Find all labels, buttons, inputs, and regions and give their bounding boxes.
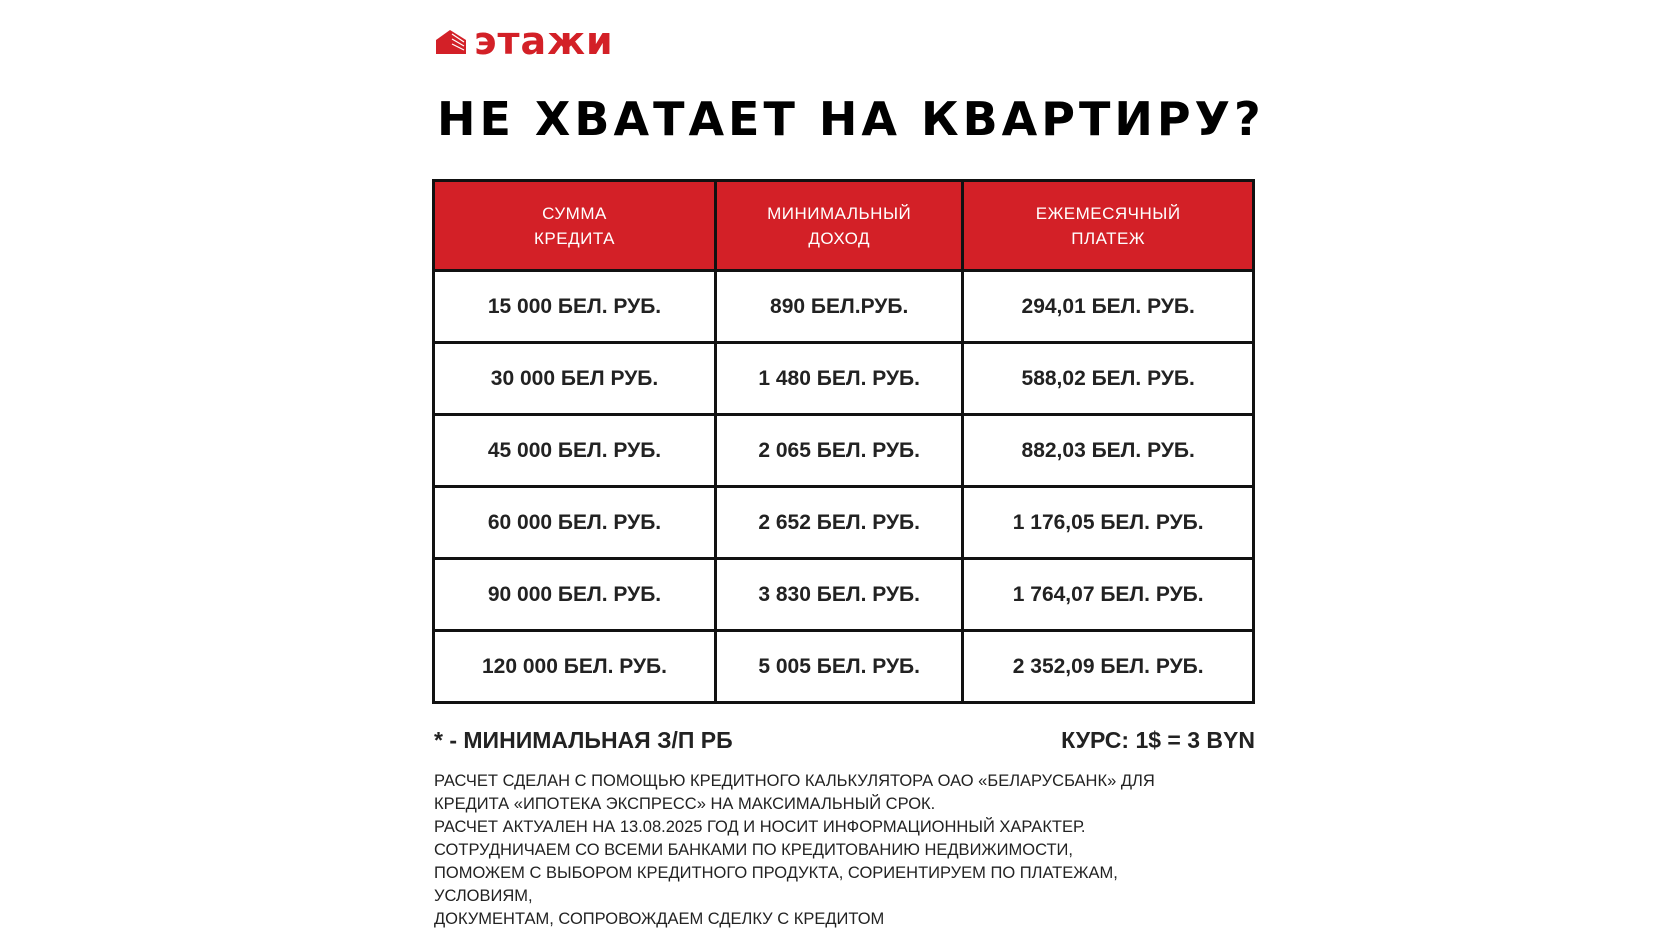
loan-amount-cell: 60 000 БЕЛ. РУБ.: [432, 485, 717, 560]
disclaimer-line: УСЛОВИЯМ,: [434, 887, 533, 905]
disclaimer-line: ДОКУМЕНТАМ, СОПРОВОЖДАЕМ СДЕЛКУ С КРЕДИТ…: [434, 910, 885, 928]
brand-logo: этажи: [436, 22, 614, 60]
table-row: 45 000 БЕЛ. РУБ. 2 065 БЕЛ. РУБ. 882,03 БЕ…: [432, 413, 1255, 488]
exchange-rate: КУРС: 1$ = 3 BYN: [1061, 727, 1255, 753]
table-row: 60 000 БЕЛ. РУБ. 2 652 БЕЛ. РУБ. 1 176,05 …: [432, 485, 1255, 560]
disclaimer-line: ПОМОЖЕМ С ВЫБОРОМ КРЕДИТНОГО ПРОДУКТА, С…: [434, 864, 1118, 882]
loan-amount-cell: 120 000 БЕЛ. РУБ.: [432, 629, 717, 704]
disclaimer-line: РАСЧЕТ АКТУАЛЕН НА 13.08.2025 ГОД И НОСИ…: [434, 818, 1086, 836]
brand-name: этажи: [474, 19, 614, 63]
monthly-payment-cell: 588,02 БЕЛ. РУБ.: [961, 341, 1255, 416]
monthly-payment-cell: 1 176,05 БЕЛ. РУБ.: [961, 485, 1255, 560]
loan-amount-cell: 15 000 БЕЛ. РУБ.: [432, 269, 717, 344]
loan-table: СУММА КРЕДИТА МИНИМАЛЬНЫЙ ДОХОД ЕЖЕМЕСЯЧНЫ…: [432, 179, 1255, 704]
disclaimer: РАСЧЕТ СДЕЛАН С ПОМОЩЬЮ КРЕДИТНОГО КАЛЬК…: [434, 770, 1274, 931]
footnote: * - МИНИМАЛЬНАЯ З/П РБ: [434, 727, 733, 753]
disclaimer-line: СОТРУДНИЧАЕМ СО ВСЕМИ БАНКАМИ ПО КРЕДИТО…: [434, 841, 1073, 859]
loan-amount-cell: 45 000 БЕЛ. РУБ.: [432, 413, 717, 488]
min-income-cell: 1 480 БЕЛ. РУБ.: [713, 341, 965, 416]
monthly-payment-cell: 2 352,09 БЕЛ. РУБ.: [961, 629, 1255, 704]
monthly-payment-cell: 1 764,07 БЕЛ. РУБ.: [961, 557, 1255, 632]
header-min-income: МИНИМАЛЬНЫЙ ДОХОД: [713, 179, 965, 272]
min-income-cell: 3 830 БЕЛ. РУБ.: [713, 557, 965, 632]
disclaimer-line: КРЕДИТА «ИПОТЕКА ЭКСПРЕСС» НА МАКСИМАЛЬН…: [434, 795, 936, 813]
table-row: 120 000 БЕЛ. РУБ. 5 005 БЕЛ. РУБ. 2 352,09…: [432, 629, 1255, 704]
min-income-cell: 890 БЕЛ.РУБ.: [713, 269, 965, 344]
loan-amount-cell: 30 000 БЕЛ РУБ.: [432, 341, 717, 416]
table-row: 30 000 БЕЛ РУБ. 1 480 БЕЛ. РУБ. 588,02 БЕЛ…: [432, 341, 1255, 416]
table-row: 15 000 БЕЛ. РУБ. 890 БЕЛ.РУБ. 294,01 БЕЛ. …: [432, 269, 1255, 344]
disclaimer-line: РАСЧЕТ СДЕЛАН С ПОМОЩЬЮ КРЕДИТНОГО КАЛЬК…: [434, 772, 1155, 790]
header-monthly-payment: ЕЖЕМЕСЯЧНЫЙ ПЛАТЕЖ: [961, 179, 1255, 272]
monthly-payment-cell: 882,03 БЕЛ. РУБ.: [961, 413, 1255, 488]
loan-amount-cell: 90 000 БЕЛ. РУБ.: [432, 557, 717, 632]
header-loan-amount: СУММА КРЕДИТА: [432, 179, 717, 272]
monthly-payment-cell: 294,01 БЕЛ. РУБ.: [961, 269, 1255, 344]
page-title: НЕ ХВАТАЕТ НА КВАРТИРУ?: [437, 92, 1265, 146]
min-income-cell: 2 652 БЕЛ. РУБ.: [713, 485, 965, 560]
min-income-cell: 2 065 БЕЛ. РУБ.: [713, 413, 965, 488]
table-header-row: СУММА КРЕДИТА МИНИМАЛЬНЫЙ ДОХОД ЕЖЕМЕСЯЧНЫ…: [432, 179, 1255, 272]
building-logo-icon: [436, 30, 466, 54]
min-income-cell: 5 005 БЕЛ. РУБ.: [713, 629, 965, 704]
table-row: 90 000 БЕЛ. РУБ. 3 830 БЕЛ. РУБ. 1 764,07 …: [432, 557, 1255, 632]
